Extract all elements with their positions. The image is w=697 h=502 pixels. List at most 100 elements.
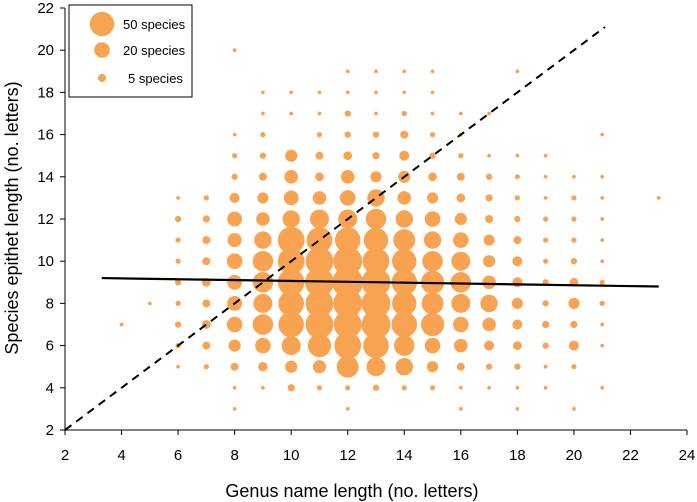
bubble-point xyxy=(571,216,577,222)
bubble-point xyxy=(361,288,391,318)
bubble-point xyxy=(252,272,274,293)
bubble-point xyxy=(258,362,268,372)
bubble-point xyxy=(309,209,329,229)
bubble-point xyxy=(227,233,242,248)
bubble-point xyxy=(542,342,549,349)
bubble-point xyxy=(260,131,266,138)
bubble-point xyxy=(543,385,548,390)
bubble-point xyxy=(374,69,378,74)
bubble-point xyxy=(485,194,493,202)
x-tick-label: 22 xyxy=(622,447,639,464)
bubble-point xyxy=(229,192,240,203)
bubble-point xyxy=(284,170,298,184)
bubble-point xyxy=(175,237,181,243)
y-tick-label: 8 xyxy=(46,295,54,312)
bubble-point xyxy=(429,152,436,159)
bubble-point xyxy=(572,407,576,411)
bubble-point xyxy=(203,195,209,201)
bubble-point xyxy=(174,321,182,328)
x-tick-label: 6 xyxy=(174,447,182,464)
bubble-point xyxy=(600,217,605,221)
one-to-one-line xyxy=(64,26,606,431)
bubble-point xyxy=(285,149,298,162)
bubble-point xyxy=(483,234,495,246)
bubble-point xyxy=(395,358,413,376)
bubble-point xyxy=(483,255,496,268)
bubble-point xyxy=(600,259,605,264)
bubble-point xyxy=(372,131,380,138)
y-tick-label: 6 xyxy=(46,338,54,355)
bubble-point xyxy=(226,316,243,333)
bubble-point xyxy=(254,231,272,249)
bubble-point xyxy=(571,237,577,243)
bubble-point xyxy=(454,212,467,226)
y-tick-label: 20 xyxy=(37,42,54,59)
bubble-point xyxy=(253,293,273,313)
bubble-point xyxy=(543,364,548,369)
bubble-point xyxy=(333,310,362,339)
bubble-point xyxy=(227,211,243,227)
bubble-point xyxy=(542,300,549,307)
bubble-point xyxy=(175,258,181,264)
bubble-point xyxy=(334,332,362,359)
bubble-point xyxy=(568,340,579,351)
x-tick-label: 14 xyxy=(396,447,413,464)
bubble-point xyxy=(514,174,520,180)
bubble-point xyxy=(282,210,300,228)
bubble-point xyxy=(454,338,468,353)
bubble-point xyxy=(426,361,439,373)
bubble-point xyxy=(512,319,523,330)
y-tick-label: 12 xyxy=(37,211,54,228)
y-tick-label: 16 xyxy=(37,127,54,144)
bubble-point xyxy=(336,355,359,378)
bubble-point xyxy=(424,211,441,227)
bubble-point xyxy=(600,343,605,348)
bubble-point xyxy=(600,132,605,137)
bubble-point xyxy=(543,258,549,264)
bubble-point xyxy=(571,364,577,370)
bubble-point xyxy=(289,90,294,95)
bubble-point xyxy=(450,272,472,293)
bubble-point xyxy=(458,111,463,116)
bubble-point xyxy=(542,320,550,329)
bubble-point xyxy=(570,320,578,329)
bubble-point xyxy=(232,48,237,53)
bubble-point xyxy=(458,407,463,411)
bubble-point xyxy=(514,195,520,201)
bubble-point xyxy=(278,290,304,317)
bubble-point xyxy=(363,227,389,253)
bubble-point xyxy=(305,310,334,339)
legend-label: 5 species xyxy=(128,71,183,86)
bubble-point xyxy=(317,111,322,116)
bubble-point xyxy=(456,362,465,371)
bubble-point xyxy=(202,236,211,245)
bubble-point xyxy=(600,385,605,390)
bubble-point xyxy=(366,357,386,377)
bubble-point xyxy=(147,301,152,306)
bubble-point xyxy=(514,215,521,223)
bubble-point xyxy=(315,151,324,160)
bubble-point xyxy=(422,250,443,272)
x-tick-label: 12 xyxy=(339,447,356,464)
bubble-point xyxy=(317,90,322,95)
y-tick-label: 18 xyxy=(37,84,54,101)
bubble-point xyxy=(571,195,577,201)
bubble-point xyxy=(344,131,351,138)
bubble-point xyxy=(232,132,237,137)
bubble-series xyxy=(119,48,661,411)
bubble-point xyxy=(372,384,380,391)
bubble-point xyxy=(512,256,523,267)
bubble-point xyxy=(258,172,267,181)
bubble-point xyxy=(399,150,410,161)
bubble-point xyxy=(394,335,415,356)
bubble-point xyxy=(600,322,605,327)
bubble-point xyxy=(256,212,270,226)
bubble-point xyxy=(543,196,548,200)
bubble-point xyxy=(305,289,334,318)
bubble-point xyxy=(228,339,241,352)
trend-lines xyxy=(64,26,659,431)
bubble-point xyxy=(175,300,181,307)
bubble-point xyxy=(363,332,389,359)
bubble-point xyxy=(487,385,491,390)
bubble-point xyxy=(345,69,350,74)
